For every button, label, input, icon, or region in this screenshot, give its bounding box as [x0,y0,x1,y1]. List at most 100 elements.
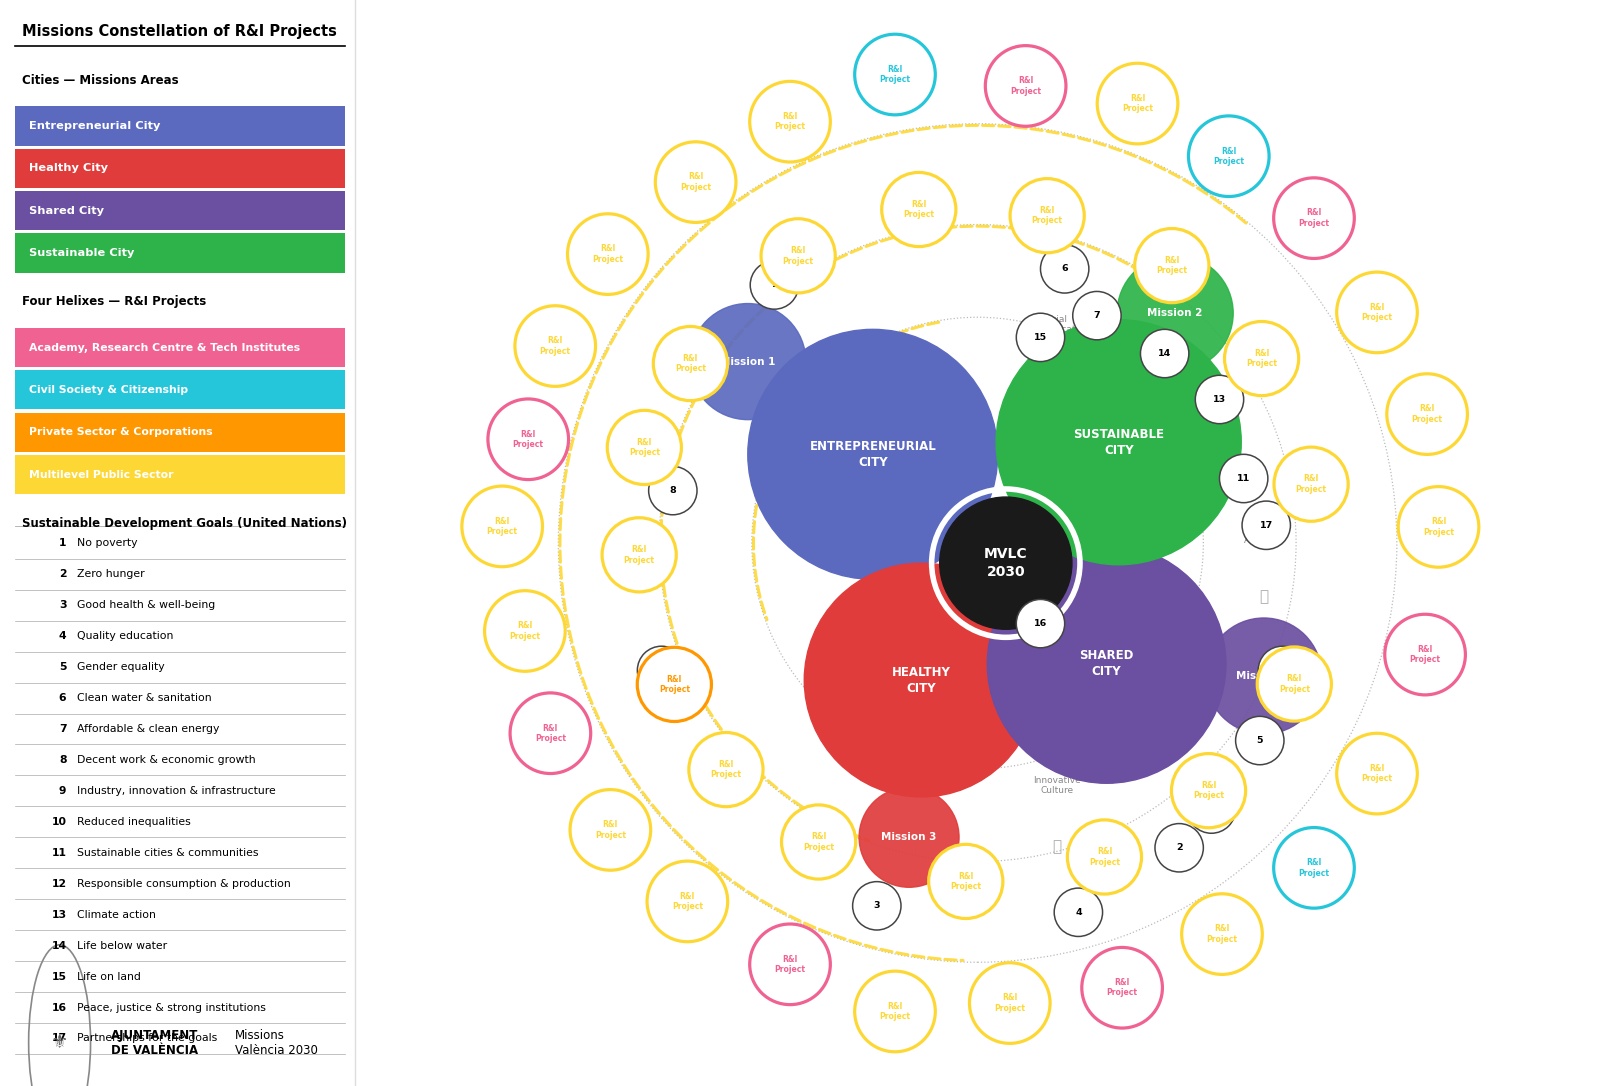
Text: Zero hunger: Zero hunger [77,569,144,579]
Text: Mission 1: Mission 1 [720,356,776,367]
Circle shape [1067,820,1141,894]
Text: Peace, justice & strong institutions: Peace, justice & strong institutions [77,1002,266,1012]
Circle shape [1398,487,1478,567]
Circle shape [997,319,1242,565]
Text: 11: 11 [51,848,67,858]
Text: Civil Society & Citizenship: Civil Society & Citizenship [29,384,187,395]
Text: Affordable & clean energy: Affordable & clean energy [77,724,219,734]
Text: R&I
Project: R&I Project [904,200,934,219]
Text: R&I
Project: R&I Project [803,832,834,851]
Text: 6: 6 [59,693,67,703]
Text: Good health & well-being: Good health & well-being [77,601,214,610]
Circle shape [1206,618,1322,734]
Text: R&I
Project: R&I Project [1299,209,1330,228]
Text: 8: 8 [59,755,67,765]
Circle shape [1134,228,1210,303]
Text: R&I
Project: R&I Project [659,674,690,694]
Text: R&I
Project: R&I Project [1362,763,1392,783]
Text: Gender equality: Gender equality [77,662,165,672]
Text: 4: 4 [59,631,67,641]
Text: 16: 16 [1034,619,1046,628]
Text: HEALTHY
CITY: HEALTHY CITY [891,666,950,695]
FancyBboxPatch shape [14,328,346,367]
Text: R&I
Project: R&I Project [1157,256,1187,276]
Circle shape [1258,646,1307,695]
Circle shape [1195,376,1243,424]
Circle shape [939,497,1072,629]
Text: Industry, innovation & infrastructure: Industry, innovation & infrastructure [77,786,275,796]
Circle shape [854,35,936,115]
Circle shape [602,518,677,592]
Text: 13: 13 [51,910,67,920]
Circle shape [1384,615,1466,695]
Text: 15: 15 [51,972,67,982]
Text: R&I
Project: R&I Project [1090,847,1120,867]
Circle shape [1235,717,1283,765]
Text: 4: 4 [1075,908,1082,917]
Text: Responsible consumption & production: Responsible consumption & production [77,879,291,888]
Circle shape [1274,828,1354,908]
Text: Private Sector & Corporations: Private Sector & Corporations [29,427,213,438]
Text: R&I
Project: R&I Project [1411,404,1443,424]
Text: R&I
Project: R&I Project [880,65,910,85]
Circle shape [1016,599,1064,648]
Text: R&I
Project: R&I Project [595,820,626,839]
Text: 🌐: 🌐 [1259,590,1269,605]
Text: R&I
Project: R&I Project [680,173,710,192]
Text: Social
Communication: Social Communication [1019,315,1090,334]
Circle shape [690,303,806,419]
Text: R&I
Project: R&I Project [1362,303,1392,323]
Text: R&I
Project: R&I Project [1422,517,1454,536]
Circle shape [1387,374,1467,454]
Circle shape [747,329,998,579]
Circle shape [608,411,682,484]
Text: R&I
Project: R&I Project [1410,645,1440,665]
FancyBboxPatch shape [14,370,346,409]
Circle shape [750,924,830,1005]
Text: Alliances: Alliances [1243,536,1285,545]
Text: Quality education: Quality education [77,631,173,641]
Text: R&I
Project: R&I Project [512,430,544,449]
Circle shape [1219,454,1267,503]
Text: 16: 16 [51,1002,67,1012]
FancyBboxPatch shape [14,233,346,273]
Text: 5: 5 [1256,736,1262,745]
Text: AJUNTAMENT
DE VALÈNCIA: AJUNTAMENT DE VALÈNCIA [112,1028,198,1057]
Circle shape [1336,273,1418,353]
Text: R&I
Project: R&I Project [486,517,518,536]
Text: 2: 2 [59,569,67,579]
Text: Life on land: Life on land [77,972,141,982]
Circle shape [656,142,736,223]
Text: R&I
Project: R&I Project [1299,858,1330,877]
Circle shape [859,787,958,887]
Text: R&I
Project: R&I Project [1278,674,1310,694]
Circle shape [882,173,955,247]
Text: Academy, Research Centre & Tech Institutes: Academy, Research Centre & Tech Institut… [29,342,299,353]
Circle shape [648,466,698,515]
Text: Missions Constellation of R&I Projects: Missions Constellation of R&I Projects [22,24,336,39]
Text: 12: 12 [654,666,669,674]
Text: 13: 13 [1213,395,1226,404]
Circle shape [1016,313,1064,362]
Text: 10: 10 [51,817,67,826]
Circle shape [515,306,595,387]
Circle shape [987,544,1226,783]
FancyBboxPatch shape [14,191,346,230]
Text: Clean water & sanitation: Clean water & sanitation [77,693,211,703]
Circle shape [781,805,856,879]
Text: ENTREPRENEURIAL
CITY: ENTREPRENEURIAL CITY [810,440,936,469]
Text: 17: 17 [51,1034,67,1044]
Text: ⚜: ⚜ [51,1033,69,1052]
Text: Reduced inequalities: Reduced inequalities [77,817,190,826]
Text: R&I
Project: R&I Project [624,545,654,565]
Text: Innovative
Culture: Innovative Culture [1032,776,1080,795]
Circle shape [1040,244,1090,293]
Text: Mission 3: Mission 3 [882,832,936,843]
Circle shape [853,882,901,930]
Text: 15: 15 [1034,333,1046,342]
Text: Sustainable Development Goals (United Nations): Sustainable Development Goals (United Na… [22,517,347,530]
Text: Cities — Missions Areas: Cities — Missions Areas [22,74,178,87]
Text: R&I
Project: R&I Project [710,760,741,780]
Circle shape [637,646,686,695]
Circle shape [570,790,651,870]
